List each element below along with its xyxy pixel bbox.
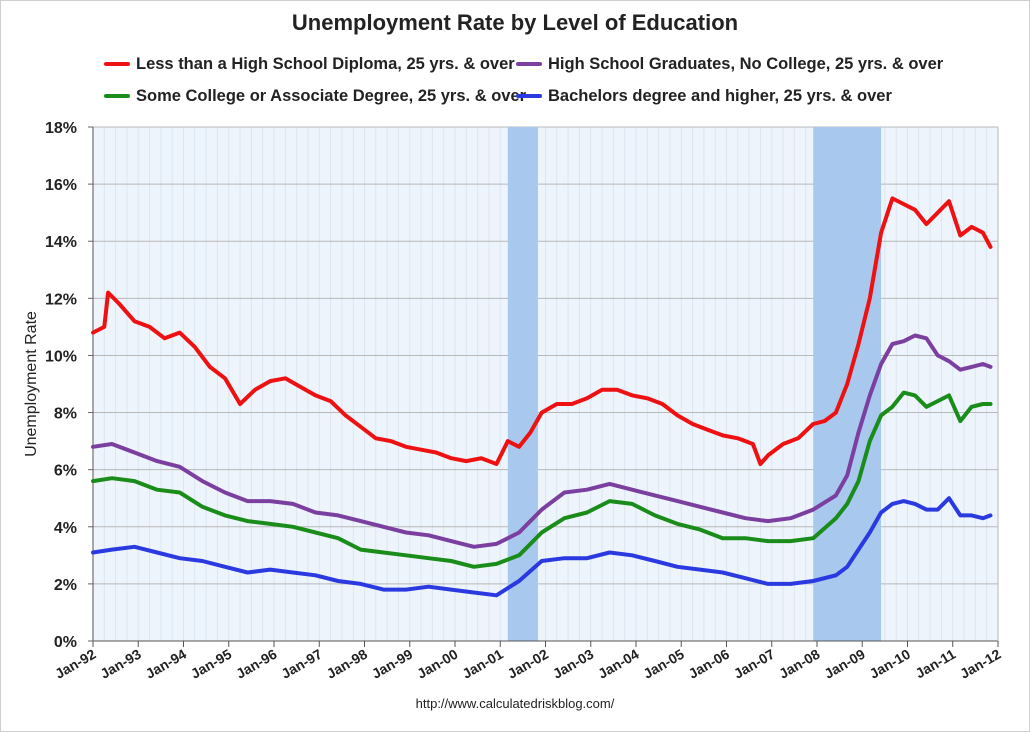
y-tick-label: 14% — [45, 234, 77, 251]
y-tick-label: 10% — [45, 348, 77, 365]
legend-swatch-green — [104, 94, 130, 98]
x-tick-label: Jan-08 — [776, 646, 823, 682]
legend-item-some-college: Some College or Associate Degree, 25 yrs… — [104, 85, 526, 107]
y-axis-label: Unemployment Rate — [23, 311, 40, 457]
x-tick-label: Jan-03 — [550, 646, 597, 682]
x-tick-label: Jan-11 — [912, 646, 958, 682]
x-tick-label: Jan-97 — [278, 646, 325, 682]
x-tick-label: Jan-00 — [414, 646, 461, 682]
series-line-2 — [91, 390, 993, 569]
legend-swatch-blue — [516, 94, 542, 98]
x-tick-label: Jan-05 — [640, 646, 687, 682]
x-tick-label: Jan-09 — [821, 646, 868, 682]
x-tick-label: Jan-99 — [369, 646, 416, 682]
x-tick-label: Jan-93 — [97, 646, 144, 682]
series-line-3 — [91, 496, 993, 598]
legend-item-bachelors: Bachelors degree and higher, 25 yrs. & o… — [516, 85, 892, 107]
x-tick-label: Jan-10 — [867, 646, 914, 682]
legend-label: Some College or Associate Degree, 25 yrs… — [136, 86, 527, 105]
y-tick-label: 12% — [45, 291, 77, 308]
series-line-1 — [91, 333, 993, 549]
x-tick-label: Jan-04 — [595, 646, 642, 682]
recession-band — [507, 127, 538, 641]
legend-item-less-than-high-school: Less than a High School Diploma, 25 yrs.… — [104, 53, 515, 75]
y-tick-label: 8% — [54, 406, 77, 423]
y-tick-label: 18% — [45, 120, 77, 137]
x-tick-label: Jan-01 — [459, 646, 506, 682]
x-tick-label: Jan-94 — [143, 646, 190, 682]
legend-item-high-school-graduates: High School Graduates, No College, 25 yr… — [516, 53, 943, 75]
x-tick-label: Jan-92 — [52, 646, 99, 682]
series-line-0 — [91, 196, 993, 466]
x-tick-label: Jan-07 — [731, 646, 778, 682]
x-tick-label: Jan-95 — [188, 646, 235, 682]
legend-label: Less than a High School Diploma, 25 yrs.… — [136, 54, 515, 73]
legend-label: Bachelors degree and higher, 25 yrs. & o… — [548, 86, 892, 105]
chart-title: Unemployment Rate by Level of Education — [291, 10, 739, 35]
y-tick-label: 6% — [54, 463, 77, 480]
x-tick-label: Jan-06 — [686, 646, 733, 682]
legend-label: High School Graduates, No College, 25 yr… — [548, 54, 944, 73]
source-url: http://www.calculatedriskblog.com/ — [415, 696, 615, 711]
legend-swatch-purple — [516, 62, 542, 66]
x-tick-label: Jan-02 — [505, 646, 552, 682]
x-tick-label: Jan-96 — [233, 646, 280, 682]
y-tick-label: 16% — [45, 177, 77, 194]
y-tick-label: 2% — [54, 577, 77, 594]
legend-swatch-red — [104, 62, 130, 66]
x-tick-label: Jan-12 — [957, 646, 1004, 682]
y-tick-label: 0% — [54, 634, 77, 651]
x-tick-label: Jan-98 — [324, 646, 371, 682]
y-tick-label: 4% — [54, 520, 77, 537]
